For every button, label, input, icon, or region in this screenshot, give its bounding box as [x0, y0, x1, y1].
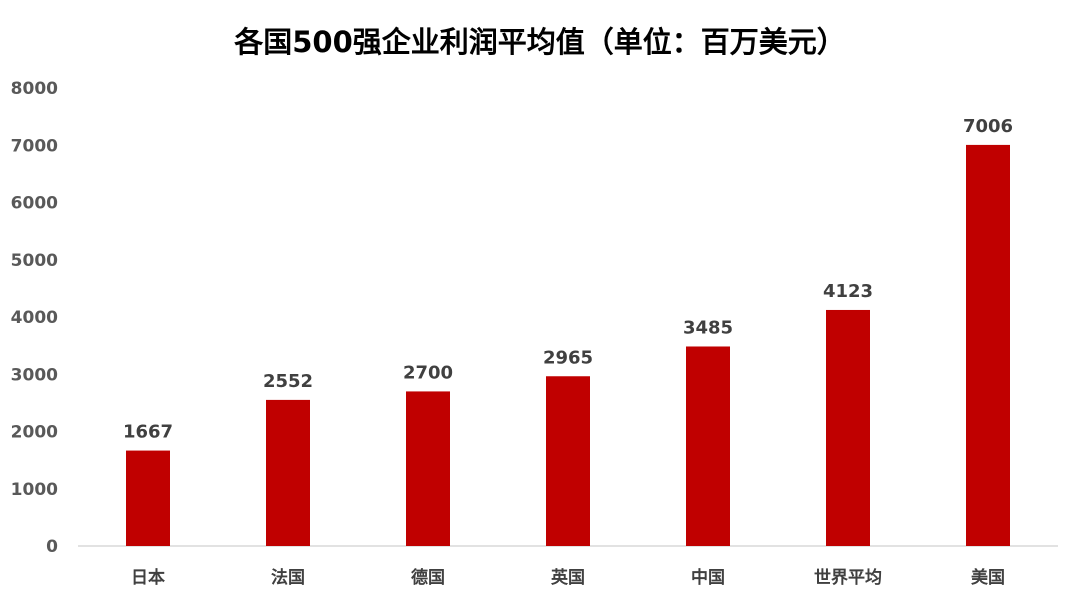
y-tick-label: 3000 [11, 365, 58, 385]
y-tick-label: 1000 [11, 480, 58, 500]
data-labels: 1667 2552 2700 2965 3485 4123 7006 [123, 116, 1013, 443]
x-tick-label: 日本 [131, 567, 165, 588]
data-label: 2552 [263, 371, 313, 392]
x-tick-label: 英国 [551, 567, 585, 588]
bar [826, 309, 870, 546]
chart-title: 各国500强企业利润平均值（单位：百万美元） [233, 25, 846, 59]
bar [686, 346, 730, 546]
data-label: 7006 [963, 116, 1013, 137]
x-tick-label: 美国 [971, 567, 1005, 588]
x-tick-label: 世界平均 [814, 567, 882, 588]
x-tick-label: 法国 [271, 567, 305, 588]
bar [546, 376, 590, 546]
x-axis: 日本 法国 德国 英国 中国 世界平均 美国 [131, 567, 1005, 588]
y-tick-label: 2000 [11, 423, 58, 443]
y-tick-label: 7000 [11, 136, 58, 156]
bar [266, 399, 310, 546]
y-tick-label: 6000 [11, 194, 58, 214]
bar [406, 391, 450, 546]
y-tick-label: 0 [46, 537, 58, 557]
data-label: 1667 [123, 422, 173, 443]
y-tick-label: 5000 [11, 251, 58, 271]
bars [126, 144, 1010, 546]
data-label: 2965 [543, 347, 593, 368]
y-tick-label: 8000 [11, 79, 58, 99]
data-label: 4123 [823, 281, 873, 302]
y-axis: 0 1000 2000 3000 4000 5000 6000 7000 8000 [11, 79, 58, 557]
bar [966, 144, 1010, 546]
data-label: 3485 [683, 317, 733, 338]
x-tick-label: 中国 [691, 567, 725, 588]
data-label: 2700 [403, 362, 453, 383]
bar [126, 450, 170, 546]
y-tick-label: 4000 [11, 308, 58, 328]
x-tick-label: 德国 [411, 567, 445, 588]
